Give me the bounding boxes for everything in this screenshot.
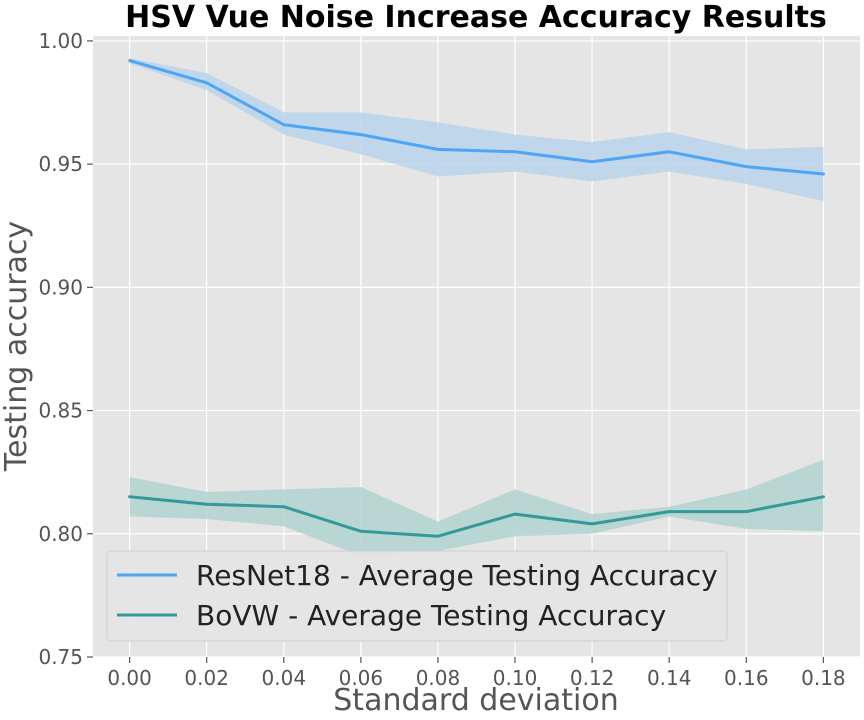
series-lines <box>128 59 825 538</box>
y-tick-label: 0.85 <box>38 399 83 423</box>
x-tick-label: 0.14 <box>647 666 692 690</box>
y-tick-label: 0.75 <box>38 645 83 669</box>
x-tick-label: 0.12 <box>570 666 615 690</box>
legend-label-bovw: BoVW - Average Testing Accuracy <box>196 599 666 632</box>
x-axis-label: Standard deviation <box>333 683 618 718</box>
series-line-0 <box>128 59 825 176</box>
confidence-band-0 <box>129 58 824 202</box>
y-tick-label: 1.00 <box>38 29 83 53</box>
x-tick-label: 0.08 <box>416 666 461 690</box>
y-axis-label: Testing accuracy <box>0 221 34 472</box>
legend-label-resnet18: ResNet18 - Average Testing Accuracy <box>196 559 718 592</box>
y-tick-label: 0.80 <box>38 522 83 546</box>
x-tick-label: 0.00 <box>107 666 152 690</box>
axis-ticks: 0.00 0.02 0.04 0.06 0.08 0.10 0.12 0.14 0.16 0.18… <box>38 29 845 690</box>
y-tick-label: 0.90 <box>38 275 83 299</box>
confidence-bands <box>129 58 824 556</box>
x-tick-label: 0.10 <box>493 666 538 690</box>
x-tick-label: 0.16 <box>724 666 769 690</box>
x-tick-label: 0.04 <box>262 666 307 690</box>
y-tick-label: 0.95 <box>38 152 83 176</box>
series-line-1 <box>128 495 825 538</box>
legend-box <box>106 550 728 642</box>
x-tick-label: 0.18 <box>801 666 846 690</box>
legend: ResNet18 - Average Testing Accuracy BoVW… <box>106 550 728 642</box>
chart-title: HSV Vue Noise Increase Accuracy Results <box>125 0 827 35</box>
x-tick-label: 0.06 <box>339 666 384 690</box>
x-tick-label: 0.02 <box>184 666 229 690</box>
confidence-band-1 <box>129 459 824 556</box>
